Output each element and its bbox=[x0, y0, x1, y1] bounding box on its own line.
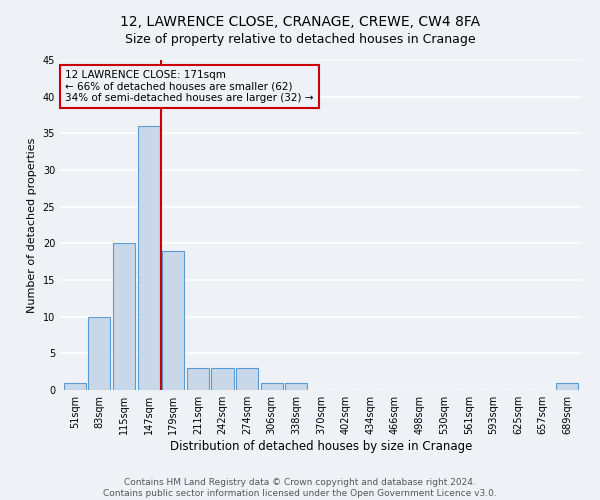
Bar bbox=[137, 126, 160, 390]
Bar bbox=[556, 382, 578, 390]
Bar bbox=[64, 382, 86, 390]
Text: 12 LAWRENCE CLOSE: 171sqm
← 66% of detached houses are smaller (62)
34% of semi-: 12 LAWRENCE CLOSE: 171sqm ← 66% of detac… bbox=[65, 70, 314, 103]
Bar bbox=[260, 382, 283, 390]
Text: Contains HM Land Registry data © Crown copyright and database right 2024.
Contai: Contains HM Land Registry data © Crown c… bbox=[103, 478, 497, 498]
Bar bbox=[236, 368, 258, 390]
X-axis label: Distribution of detached houses by size in Cranage: Distribution of detached houses by size … bbox=[170, 440, 472, 453]
Bar bbox=[285, 382, 307, 390]
Bar bbox=[88, 316, 110, 390]
Bar bbox=[211, 368, 233, 390]
Bar bbox=[187, 368, 209, 390]
Text: 12, LAWRENCE CLOSE, CRANAGE, CREWE, CW4 8FA: 12, LAWRENCE CLOSE, CRANAGE, CREWE, CW4 … bbox=[120, 15, 480, 29]
Y-axis label: Number of detached properties: Number of detached properties bbox=[27, 138, 37, 312]
Text: Size of property relative to detached houses in Cranage: Size of property relative to detached ho… bbox=[125, 32, 475, 46]
Bar bbox=[162, 250, 184, 390]
Bar bbox=[113, 244, 135, 390]
